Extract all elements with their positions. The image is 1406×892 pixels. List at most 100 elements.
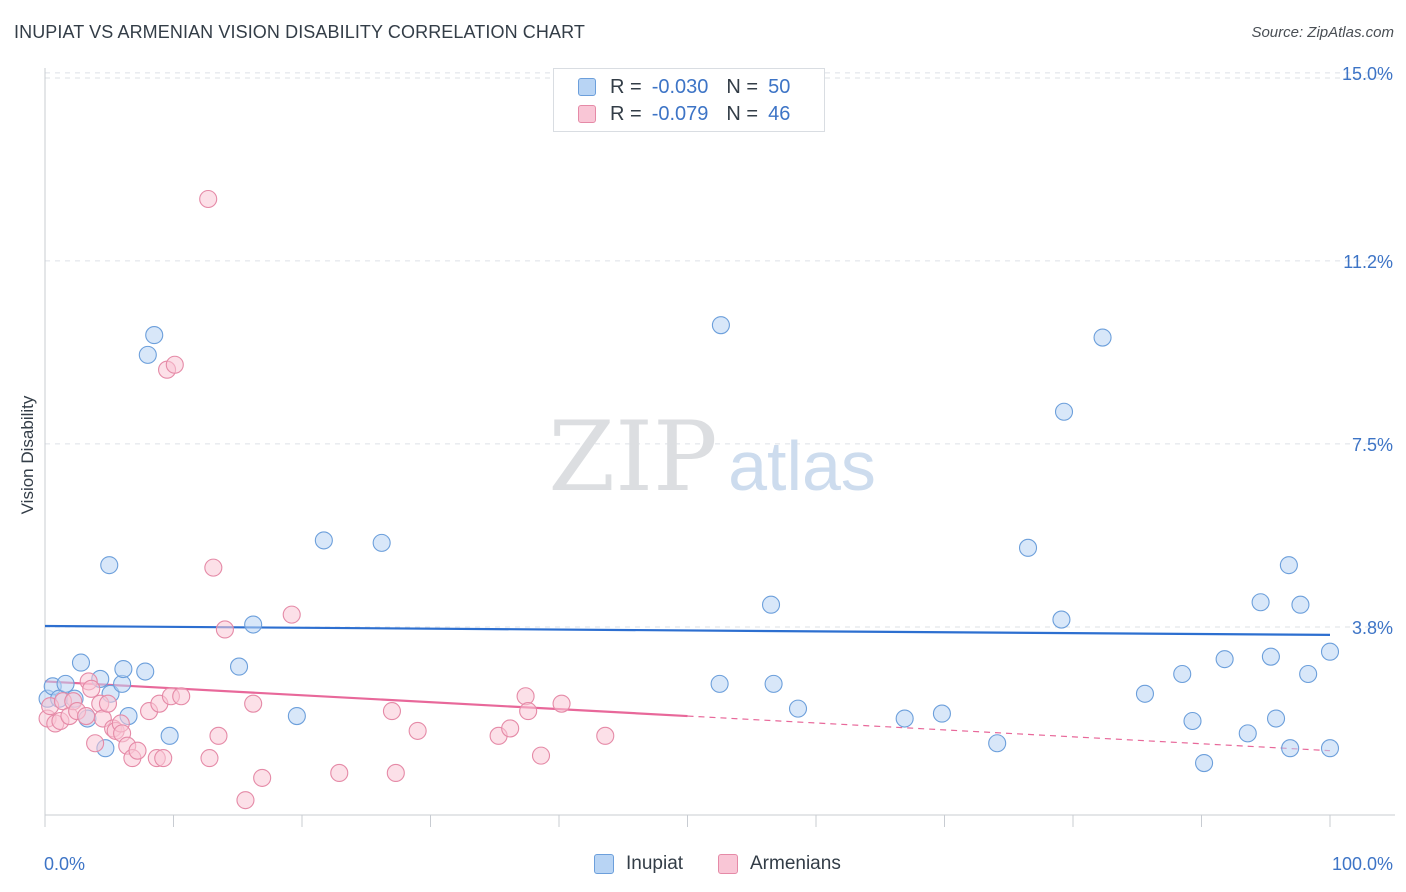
data-point-inupiat[interactable]	[1054, 402, 1074, 421]
data-point-inupiat[interactable]	[1215, 650, 1234, 669]
data-point-armenians[interactable]	[86, 734, 105, 753]
data-point-inupiat[interactable]	[1173, 664, 1192, 684]
data-point-inupiat[interactable]	[1266, 709, 1286, 728]
data-point-armenians[interactable]	[519, 702, 538, 721]
data-point-inupiat[interactable]	[932, 704, 951, 723]
data-point-inupiat[interactable]	[56, 674, 75, 693]
data-point-armenians[interactable]	[154, 749, 173, 768]
source-label: Source: ZipAtlas.com	[1251, 24, 1394, 41]
data-point-inupiat[interactable]	[788, 699, 808, 718]
data-point-inupiat[interactable]	[1281, 739, 1300, 758]
data-point-inupiat[interactable]	[764, 674, 783, 693]
armenians-swatch	[578, 105, 596, 123]
data-point-armenians[interactable]	[531, 746, 551, 765]
data-point-inupiat[interactable]	[1135, 684, 1155, 703]
data-point-armenians[interactable]	[204, 558, 223, 577]
chart-title: INUPIAT VS ARMENIAN VISION DISABILITY CO…	[14, 22, 585, 42]
data-point-inupiat[interactable]	[145, 326, 164, 345]
data-point-armenians[interactable]	[408, 721, 427, 740]
data-point-armenians[interactable]	[199, 189, 218, 209]
data-point-inupiat[interactable]	[711, 316, 730, 335]
data-point-inupiat[interactable]	[1261, 647, 1280, 666]
data-point-armenians[interactable]	[596, 726, 615, 745]
data-point-inupiat[interactable]	[761, 595, 781, 614]
data-point-armenians[interactable]	[82, 679, 101, 698]
data-point-armenians[interactable]	[172, 687, 191, 706]
y-tick-label: 11.2%	[1343, 252, 1393, 272]
data-point-inupiat[interactable]	[1093, 328, 1112, 347]
data-point-inupiat[interactable]	[136, 662, 155, 681]
data-point-inupiat[interactable]	[229, 657, 249, 676]
data-point-inupiat[interactable]	[1320, 642, 1340, 661]
data-point-inupiat[interactable]	[1195, 753, 1214, 773]
y-axis-label: Vision Disability	[18, 395, 37, 515]
inupiat-legend-label: Inupiat	[626, 853, 684, 874]
correlation-legend: R = -0.030 N = 50 R = -0.079 N = 46	[553, 68, 825, 132]
legend-row-inupiat: R = -0.030 N = 50	[578, 75, 790, 99]
data-point-armenians[interactable]	[77, 706, 96, 726]
legend-r-label: R =	[610, 102, 642, 125]
data-point-inupiat[interactable]	[988, 734, 1007, 753]
data-point-armenians[interactable]	[552, 694, 571, 713]
legend-r-value: -0.030	[651, 75, 709, 98]
data-point-armenians[interactable]	[253, 768, 272, 787]
legend-n-value: 50	[768, 75, 791, 98]
inupiat-legend-swatch	[594, 854, 614, 874]
data-point-inupiat[interactable]	[895, 709, 914, 728]
trend-line-armenians	[44, 680, 688, 718]
data-point-inupiat[interactable]	[287, 706, 306, 726]
point-layer	[38, 189, 1340, 810]
data-point-inupiat[interactable]	[71, 653, 91, 672]
data-point-armenians[interactable]	[236, 791, 255, 810]
data-point-armenians[interactable]	[330, 763, 349, 782]
data-point-armenians[interactable]	[386, 763, 405, 782]
data-point-inupiat[interactable]	[710, 674, 729, 693]
trend-line-extrapolated	[687, 715, 1331, 752]
y-tick-label: 7.5%	[1352, 435, 1393, 455]
data-point-inupiat[interactable]	[1299, 664, 1318, 684]
x-tick-label: 0.0%	[44, 854, 85, 874]
armenians-legend-swatch	[718, 854, 738, 874]
legend-n-label: N =	[726, 75, 759, 98]
data-point-armenians[interactable]	[282, 605, 301, 624]
data-point-armenians[interactable]	[382, 702, 402, 721]
inupiat-swatch	[578, 78, 596, 96]
legend-n-value: 46	[768, 102, 791, 125]
data-point-armenians[interactable]	[244, 694, 263, 713]
data-point-inupiat[interactable]	[1320, 739, 1340, 758]
legend-r-value: -0.079	[651, 102, 709, 125]
bottom-legend-armenians[interactable]: Armenians	[718, 852, 841, 876]
data-point-inupiat[interactable]	[244, 615, 263, 634]
data-point-armenians[interactable]	[215, 620, 234, 639]
data-point-inupiat[interactable]	[1251, 593, 1270, 612]
watermark-atlas: atlas	[728, 427, 876, 505]
y-tick-label: 3.8%	[1352, 618, 1393, 638]
data-point-inupiat[interactable]	[114, 659, 133, 679]
data-point-inupiat[interactable]	[160, 726, 179, 745]
data-point-inupiat[interactable]	[100, 556, 119, 575]
data-point-inupiat[interactable]	[1183, 711, 1202, 731]
data-point-armenians[interactable]	[209, 726, 228, 745]
data-point-armenians[interactable]	[200, 749, 219, 768]
data-point-inupiat[interactable]	[314, 531, 333, 550]
data-point-armenians[interactable]	[165, 355, 184, 374]
data-point-inupiat[interactable]	[1238, 724, 1257, 743]
label-layer: 3.8% 7.5% 11.2% 15.0% 0.0% 100.0%	[44, 64, 1393, 874]
bottom-legend-inupiat[interactable]: Inupiat	[594, 852, 683, 876]
data-point-armenians[interactable]	[516, 687, 535, 706]
data-point-armenians[interactable]	[98, 694, 118, 713]
data-point-armenians[interactable]	[128, 741, 147, 760]
data-point-inupiat[interactable]	[1291, 595, 1310, 614]
data-point-inupiat[interactable]	[138, 345, 157, 364]
data-point-inupiat[interactable]	[372, 533, 391, 552]
watermark: ZIP atlas	[548, 401, 876, 513]
data-point-inupiat[interactable]	[1279, 556, 1298, 575]
data-point-inupiat[interactable]	[1018, 538, 1038, 557]
watermark-zip: ZIP	[548, 401, 717, 513]
data-point-armenians[interactable]	[501, 719, 520, 738]
trend-layer	[44, 624, 1331, 752]
legend-row-armenians: R = -0.079 N = 46	[578, 102, 790, 126]
data-point-inupiat[interactable]	[1052, 610, 1071, 629]
legend-n-label: N =	[726, 102, 759, 125]
